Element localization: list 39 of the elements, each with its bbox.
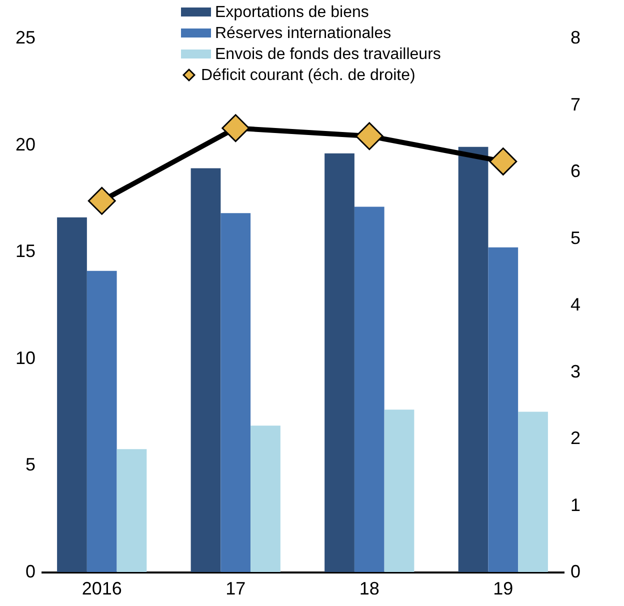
y-tick-label: 25 xyxy=(15,28,36,48)
y2-tick-label: 2 xyxy=(570,428,581,448)
y2-tick-label: 4 xyxy=(570,294,581,314)
bar xyxy=(57,217,87,572)
x-tick-label: 17 xyxy=(226,578,246,598)
bar xyxy=(86,270,117,572)
y-tick-label: 20 xyxy=(15,134,36,154)
y2-tick-label: 1 xyxy=(570,494,581,515)
legend-label: Réserves internationales xyxy=(215,25,392,42)
y2-tick-label: 8 xyxy=(570,28,581,48)
bar xyxy=(354,206,384,572)
legend-label: Exportations de biens xyxy=(215,4,369,21)
legend-label: Déficit courant (éch. de droite) xyxy=(201,67,416,84)
point xyxy=(489,148,518,176)
point xyxy=(355,122,384,150)
x-tick-label: 19 xyxy=(493,578,514,598)
bar xyxy=(458,146,488,572)
point xyxy=(222,114,250,142)
y-tick-label: 15 xyxy=(15,241,36,262)
x-tick-label: 2016 xyxy=(82,578,122,598)
bar xyxy=(220,213,251,572)
bar xyxy=(488,247,518,572)
bar xyxy=(384,410,414,572)
y-tick-label: 0 xyxy=(25,562,36,582)
y2-tick-label: 7 xyxy=(570,94,581,114)
y2-tick-label: 0 xyxy=(570,562,581,582)
y-tick-label: 10 xyxy=(15,348,36,368)
bar xyxy=(324,153,354,572)
y2-tick-label: 5 xyxy=(570,228,581,248)
bar xyxy=(190,168,221,572)
x-tick-label: 18 xyxy=(359,578,380,598)
bar xyxy=(116,449,147,572)
bar xyxy=(518,412,548,572)
y-tick-label: 5 xyxy=(25,454,36,475)
point xyxy=(88,186,116,215)
legend-label: Envois de fonds des travailleurs xyxy=(215,46,441,63)
y2-tick-label: 3 xyxy=(570,361,581,382)
y2-tick-label: 6 xyxy=(570,161,581,181)
bar xyxy=(250,426,280,572)
